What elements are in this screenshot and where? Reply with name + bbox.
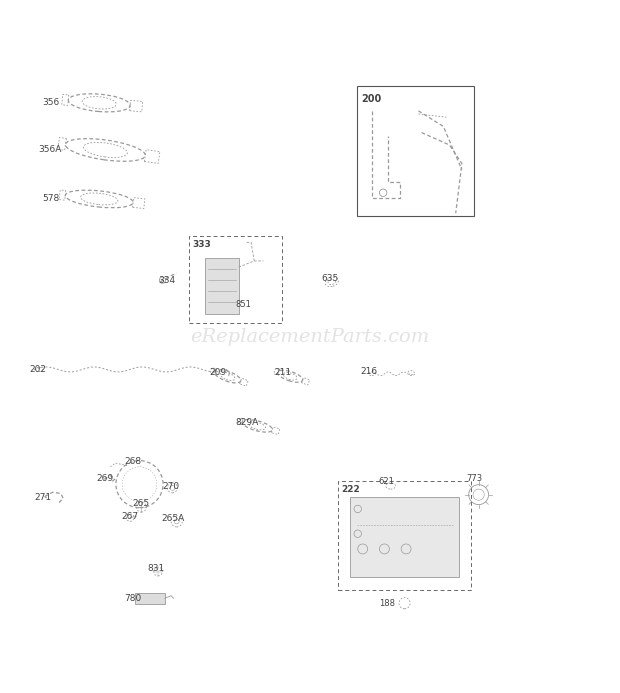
Text: 621: 621 [378, 477, 394, 486]
Text: 270: 270 [162, 482, 180, 491]
Text: 635: 635 [321, 274, 339, 283]
Text: 271: 271 [34, 493, 51, 502]
Text: 269: 269 [96, 474, 113, 483]
Text: 268: 268 [124, 457, 141, 466]
Bar [338, 481, 471, 590]
Bar [189, 236, 282, 323]
Text: 333: 333 [193, 240, 211, 249]
Text: 202: 202 [30, 365, 46, 374]
Bar [350, 497, 459, 577]
Text: 829A: 829A [236, 418, 259, 427]
Text: 188: 188 [379, 599, 396, 608]
Text: 200: 200 [361, 94, 382, 103]
Text: 334: 334 [158, 277, 175, 286]
Text: 211: 211 [275, 368, 292, 377]
Text: 356A: 356A [38, 146, 62, 155]
Text: 831: 831 [147, 564, 164, 573]
Bar [135, 593, 165, 604]
Text: 578: 578 [42, 195, 60, 204]
Text: 216: 216 [361, 367, 378, 376]
Text: 222: 222 [342, 485, 360, 493]
Text: 209: 209 [210, 368, 227, 377]
Text: 780: 780 [124, 594, 141, 603]
Text: 773: 773 [466, 474, 482, 483]
Text: 265A: 265A [161, 514, 185, 523]
Bar [356, 86, 474, 216]
Bar [205, 258, 239, 314]
Text: 267: 267 [121, 512, 138, 521]
Text: 265: 265 [132, 499, 149, 508]
Text: 851: 851 [236, 299, 252, 308]
Text: 356: 356 [42, 98, 60, 107]
Text: eReplacementParts.com: eReplacementParts.com [190, 328, 430, 346]
